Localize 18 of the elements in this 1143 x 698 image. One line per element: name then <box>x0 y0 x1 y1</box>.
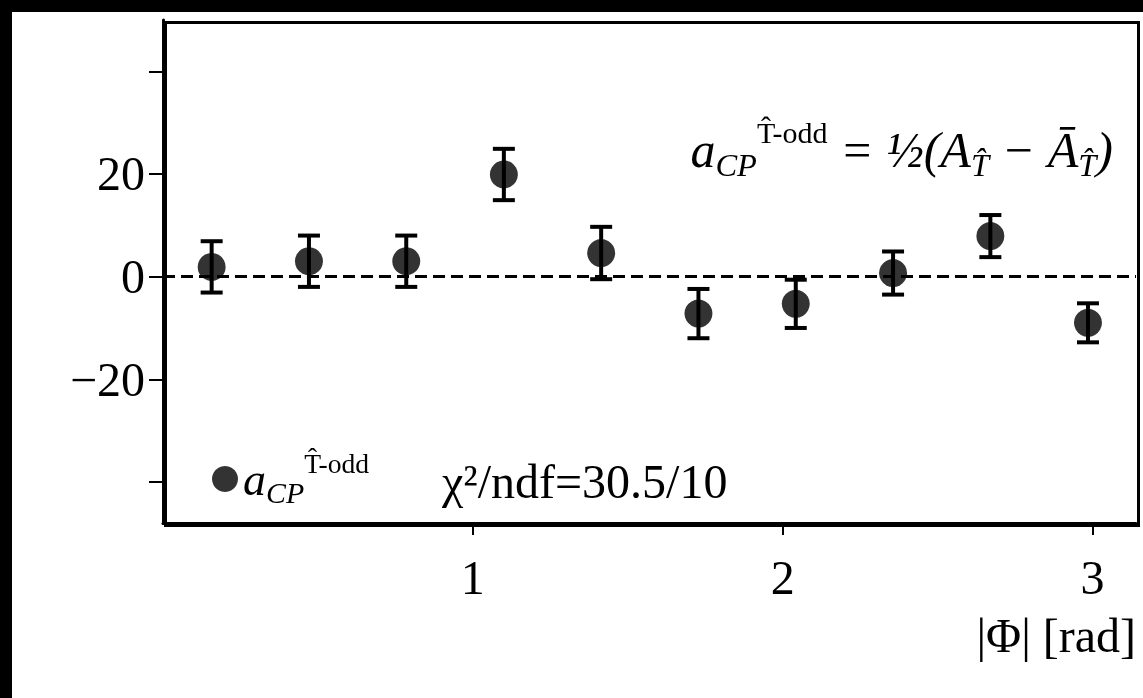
x-tick-label: 2 <box>770 550 795 604</box>
x-tick-label: 3 <box>1080 550 1105 604</box>
point <box>684 299 713 328</box>
point <box>294 247 323 276</box>
point <box>976 222 1005 251</box>
point <box>879 259 908 288</box>
point <box>1074 308 1102 337</box>
annotation: χ²/ndf=30.5/10 <box>441 454 728 508</box>
y-tick-label: −20 <box>69 352 145 406</box>
point <box>781 289 810 318</box>
y-tick-label: 0 <box>121 250 145 304</box>
point <box>392 247 421 276</box>
point <box>197 252 226 281</box>
x-tick-label: 1 <box>460 550 485 604</box>
point <box>489 160 518 189</box>
point <box>587 239 616 268</box>
y-tick-label: 20 <box>97 147 145 201</box>
x-axis-title: |Φ| [rad] <box>976 608 1136 662</box>
